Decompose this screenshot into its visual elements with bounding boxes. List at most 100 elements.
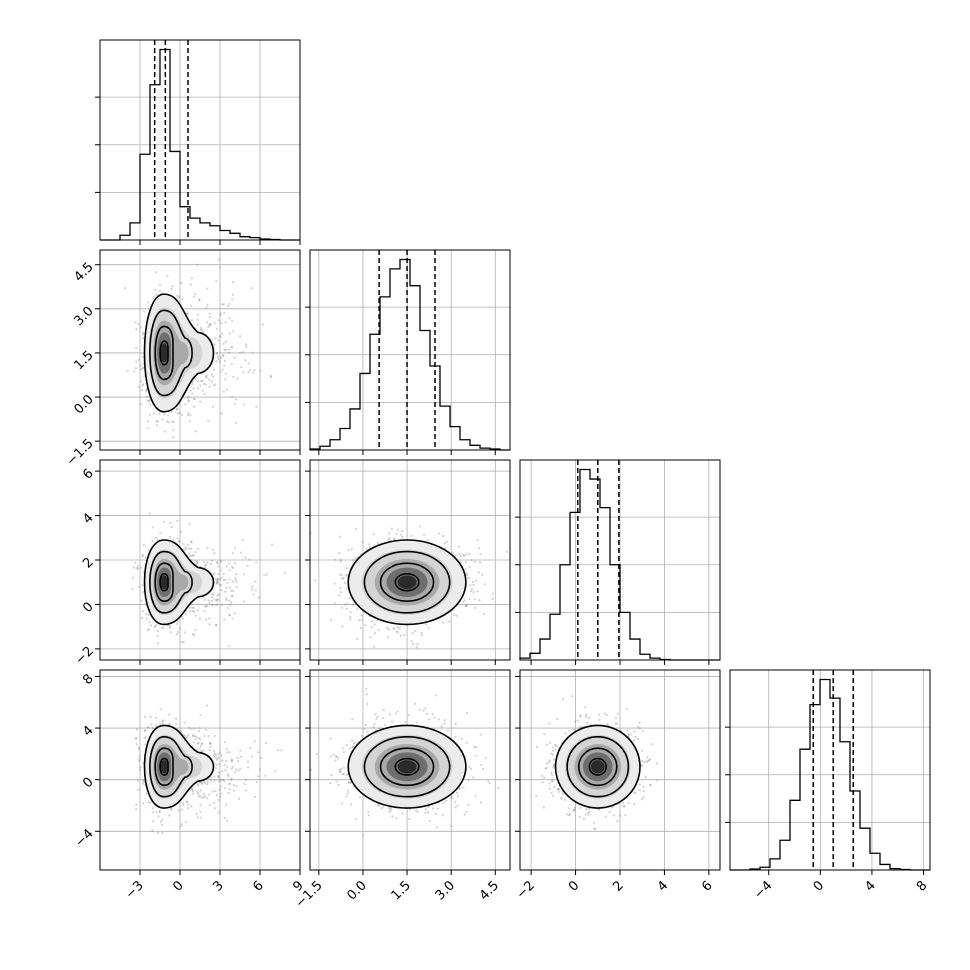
sample-point <box>227 351 231 355</box>
sample-point <box>180 413 184 416</box>
sample-point <box>139 364 142 367</box>
sample-point <box>418 525 422 528</box>
sample-point <box>232 551 235 555</box>
sample-point <box>223 741 227 744</box>
sample-point <box>225 598 228 601</box>
sample-point <box>372 533 375 536</box>
sample-point <box>199 738 202 741</box>
sample-point <box>467 803 470 807</box>
sample-point <box>170 807 173 810</box>
sample-point <box>464 568 467 571</box>
sample-point <box>162 520 166 523</box>
sample-point <box>244 789 248 792</box>
sample-point <box>376 542 380 545</box>
sample-point <box>143 743 146 746</box>
sample-point <box>227 304 230 308</box>
sample-point <box>194 738 197 741</box>
sample-point <box>478 598 481 602</box>
sample-point <box>141 584 144 587</box>
sample-point <box>216 581 219 584</box>
sample-point <box>399 533 402 536</box>
sample-point <box>147 301 150 304</box>
sample-point <box>220 322 223 325</box>
sample-point <box>183 721 186 724</box>
sample-point <box>170 525 173 529</box>
sample-point <box>137 759 141 762</box>
sample-point <box>251 588 254 591</box>
sample-point <box>205 604 208 608</box>
sample-point <box>149 801 152 804</box>
sample-point <box>191 383 194 386</box>
ytick-label: −4 <box>72 826 96 850</box>
sample-point <box>370 619 373 623</box>
sample-point <box>151 526 154 529</box>
sample-point <box>192 554 195 557</box>
sample-point <box>465 604 468 607</box>
contour-line <box>154 562 174 603</box>
sample-point <box>209 323 212 326</box>
sample-point <box>370 626 373 629</box>
sample-point <box>172 436 175 439</box>
sample-point <box>484 583 487 586</box>
sample-point <box>230 601 233 604</box>
sample-point <box>189 414 192 417</box>
sample-point <box>225 586 228 589</box>
sample-point <box>463 554 466 557</box>
sample-point <box>141 555 144 558</box>
sample-point <box>219 314 222 317</box>
density-fill <box>144 540 216 625</box>
sample-point <box>218 578 221 581</box>
sample-point <box>250 287 253 290</box>
sample-point <box>220 577 223 580</box>
sample-point <box>155 420 158 423</box>
sample-point <box>157 815 160 818</box>
sample-point <box>194 551 197 554</box>
sample-point <box>199 789 202 792</box>
sample-point <box>199 400 202 403</box>
sample-point <box>469 590 473 593</box>
contour-line <box>149 736 193 798</box>
sample-point <box>151 726 154 730</box>
sample-point <box>146 726 150 729</box>
sample-point <box>191 633 195 636</box>
sample-point <box>135 328 138 331</box>
sample-point <box>211 596 214 599</box>
hist-panel-2 <box>515 459 721 661</box>
sample-point <box>230 395 234 398</box>
sample-point <box>443 542 446 545</box>
sample-point <box>142 802 145 805</box>
sample-point <box>216 578 219 581</box>
sample-point <box>481 573 484 576</box>
sample-point <box>505 550 509 553</box>
pair-grid <box>100 670 301 870</box>
pair-panel-2-1 <box>305 459 511 661</box>
sample-point <box>160 823 164 826</box>
sample-point <box>233 402 237 405</box>
sample-point <box>410 639 413 643</box>
sample-point <box>147 801 150 804</box>
sample-point <box>388 713 392 716</box>
sample-point <box>215 351 219 355</box>
sample-point <box>448 620 451 623</box>
sample-point <box>141 355 145 359</box>
sample-point <box>206 287 209 290</box>
sample-point <box>170 287 173 290</box>
sample-point <box>401 530 404 533</box>
sample-point <box>231 293 235 296</box>
sample-point <box>199 326 202 329</box>
sample-point <box>420 634 424 637</box>
sample-point <box>211 790 215 793</box>
sample-point <box>329 619 333 622</box>
sample-point <box>221 354 224 357</box>
hist-grid-0 <box>100 40 301 240</box>
sample-point <box>465 574 469 577</box>
sample-point <box>135 803 138 806</box>
sample-point <box>231 298 234 301</box>
sample-point <box>200 781 203 784</box>
sample-point <box>347 781 350 784</box>
sample-point <box>231 580 234 583</box>
sample-point <box>220 589 223 592</box>
sample-point <box>227 348 231 351</box>
sample-point <box>200 379 203 383</box>
sample-point <box>338 593 341 597</box>
